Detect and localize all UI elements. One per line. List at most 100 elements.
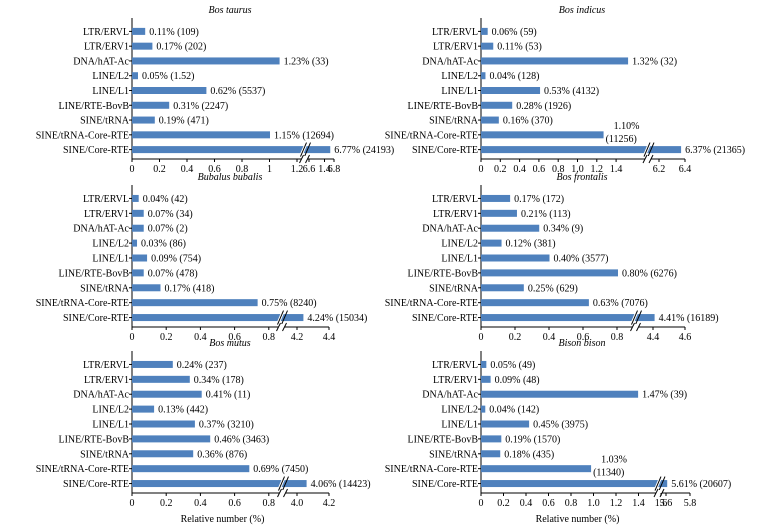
- data-label: 0.25% (629): [528, 283, 578, 294]
- chart-panel-6: Bison bison LTR/ERVL 0.05% (49) LTR/ERV1 0.0…: [385, 338, 731, 525]
- bar-break-mark: [304, 142, 311, 157]
- x-tick-label: 0.6: [208, 164, 221, 175]
- chart-panel-5: Bos mutus LTR/ERVL 0.24% (237) LTR/ERV1 0.34…: [36, 338, 371, 525]
- category-label: SINE/tRNA: [80, 283, 130, 294]
- data-label: 0.46% (3463): [214, 434, 269, 445]
- bar: [481, 72, 486, 80]
- data-label: 4.24% (15034): [307, 313, 367, 324]
- x-axis-label: Relative number (%): [536, 514, 620, 525]
- data-label: 0.24% (237): [177, 360, 227, 371]
- category-label: LTR/ERV1: [84, 42, 129, 53]
- bar: [481, 254, 550, 262]
- data-label: 0.34% (9): [543, 224, 583, 235]
- bar: [132, 450, 194, 458]
- category-label: LINE/L1: [441, 420, 478, 431]
- x-tick-label: 0.8: [565, 498, 578, 509]
- bar: [132, 27, 146, 35]
- data-label: 0.05% (49): [490, 360, 535, 371]
- bar: [481, 420, 530, 428]
- chart-title: Bubalus bubalis: [198, 172, 263, 183]
- category-label: LINE/L1: [92, 254, 129, 265]
- data-label: 0.05% (1.52): [142, 71, 195, 82]
- category-label: LTR/ERV1: [433, 209, 478, 220]
- data-label: 1.10%: [614, 121, 640, 132]
- category-label: SINE/Core-RTE: [412, 313, 478, 324]
- x-tick-label: 0.6: [533, 164, 546, 175]
- data-label: 0.04% (142): [489, 405, 539, 416]
- x-tick-label: 4.0: [291, 498, 304, 509]
- data-label: 0.17% (172): [514, 194, 564, 205]
- x-tick-label: 1.2: [610, 498, 623, 509]
- category-label: SINE/tRNA: [429, 283, 479, 294]
- bar-break-mark: [635, 310, 642, 325]
- x-tick-label: 0: [479, 164, 484, 175]
- x-tick-label: 0.2: [509, 332, 522, 343]
- category-label: DNA/hAT-Ac: [73, 224, 129, 235]
- data-label: (11256): [606, 134, 637, 145]
- data-label: 0.13% (442): [158, 405, 208, 416]
- data-label: 1.32% (32): [632, 56, 677, 67]
- bar: [132, 254, 148, 262]
- data-label: 0.36% (876): [197, 449, 247, 460]
- data-label: 0.45% (3975): [533, 420, 588, 431]
- bar: [481, 239, 502, 247]
- chart-title: Bos mutus: [209, 338, 251, 349]
- bar: [132, 435, 211, 443]
- bar: [132, 314, 304, 322]
- x-tick-label: 0.2: [497, 498, 510, 509]
- bar: [481, 405, 486, 413]
- category-label: LINE/L1: [92, 420, 129, 431]
- category-label: LTR/ERVL: [83, 194, 129, 205]
- x-tick-label: 4.6: [679, 332, 692, 343]
- category-label: SINE/tRNA-Core-RTE: [385, 130, 478, 141]
- bar-break-mark: [282, 476, 289, 491]
- data-label: 6.37% (21365): [685, 145, 745, 156]
- bar: [132, 284, 161, 292]
- bar: [481, 465, 592, 473]
- bar: [132, 360, 173, 368]
- bar: [481, 224, 540, 232]
- bar: [132, 116, 155, 124]
- x-tick-label: 1.2: [291, 164, 304, 175]
- bar: [481, 269, 618, 277]
- category-label: LINE/L2: [92, 405, 129, 416]
- category-label: SINE/Core-RTE: [63, 479, 129, 490]
- category-label: LTR/ERVL: [432, 27, 478, 38]
- category-label: LINE/RTE-BovB: [407, 101, 478, 112]
- category-label: LINE/L1: [441, 86, 478, 97]
- x-tick-label: 0.4: [194, 332, 207, 343]
- category-label: LINE/L1: [92, 86, 129, 97]
- category-label: DNA/hAT-Ac: [73, 390, 129, 401]
- chart-title: Bos indicus: [559, 5, 605, 16]
- axis-break-mark: [276, 322, 281, 332]
- category-label: LINE/RTE-BovB: [58, 101, 129, 112]
- bar: [481, 101, 513, 109]
- x-tick-label: 4.2: [323, 498, 336, 509]
- axis-break-mark: [283, 488, 288, 498]
- x-tick-label: 1.0: [587, 498, 600, 509]
- data-label: 0.40% (3577): [554, 254, 609, 265]
- bar-break-mark: [631, 310, 638, 325]
- data-label: 0.04% (128): [489, 71, 539, 82]
- category-label: LINE/L2: [441, 239, 478, 250]
- bar: [132, 72, 138, 80]
- axis-break-gap: [632, 324, 639, 330]
- chart-title: Bos taurus: [208, 5, 251, 16]
- data-label: 0.31% (2247): [173, 101, 228, 112]
- data-label: 0.09% (754): [151, 254, 201, 265]
- data-label: 6.77% (24193): [334, 145, 394, 156]
- data-label: 0.17% (202): [156, 42, 206, 53]
- chart-title: Bison bison: [559, 338, 606, 349]
- category-label: LTR/ERVL: [83, 360, 129, 371]
- category-label: LTR/ERVL: [432, 360, 478, 371]
- bar: [132, 194, 139, 202]
- chart-panel-4: Bos frontalis LTR/ERVL 0.17% (172) LTR/ERV1…: [385, 172, 719, 343]
- axis-break-mark: [630, 322, 635, 332]
- bar: [481, 42, 494, 50]
- bar-break-mark: [278, 476, 285, 491]
- data-label: 0.11% (53): [497, 42, 542, 53]
- bar: [132, 420, 195, 428]
- axis-break-mark: [277, 488, 282, 498]
- x-tick-label: 0: [130, 332, 135, 343]
